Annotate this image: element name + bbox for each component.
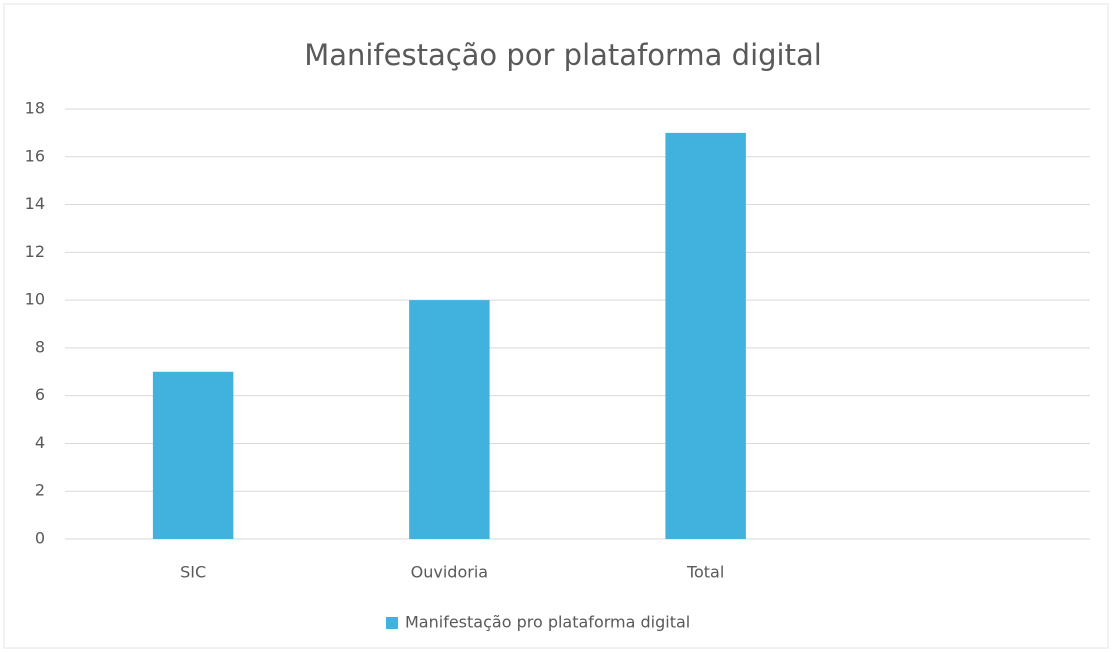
- y-tick-label: 8: [35, 337, 45, 356]
- bar: [409, 300, 490, 539]
- y-tick-label: 4: [35, 433, 45, 452]
- y-tick-label: 2: [35, 481, 45, 500]
- y-tick-label: 16: [25, 146, 45, 165]
- x-tick-label: Ouvidoria: [411, 563, 488, 582]
- x-tick-label: Total: [686, 563, 724, 582]
- y-tick-label: 18: [25, 99, 45, 118]
- chart-frame: [3, 3, 1109, 649]
- x-tick-label: SIC: [180, 563, 206, 582]
- y-tick-label: 12: [25, 242, 45, 261]
- y-tick-label: 10: [25, 290, 45, 309]
- legend-label: Manifestação pro plataforma digital: [405, 613, 690, 632]
- bar: [152, 371, 234, 539]
- y-tick-label: 6: [35, 385, 45, 404]
- bar: [665, 132, 746, 539]
- chart-title: Manifestação por plataforma digital: [304, 38, 822, 72]
- legend-swatch: [386, 617, 398, 629]
- y-tick-label: 0: [35, 529, 45, 548]
- y-tick-label: 14: [25, 194, 45, 213]
